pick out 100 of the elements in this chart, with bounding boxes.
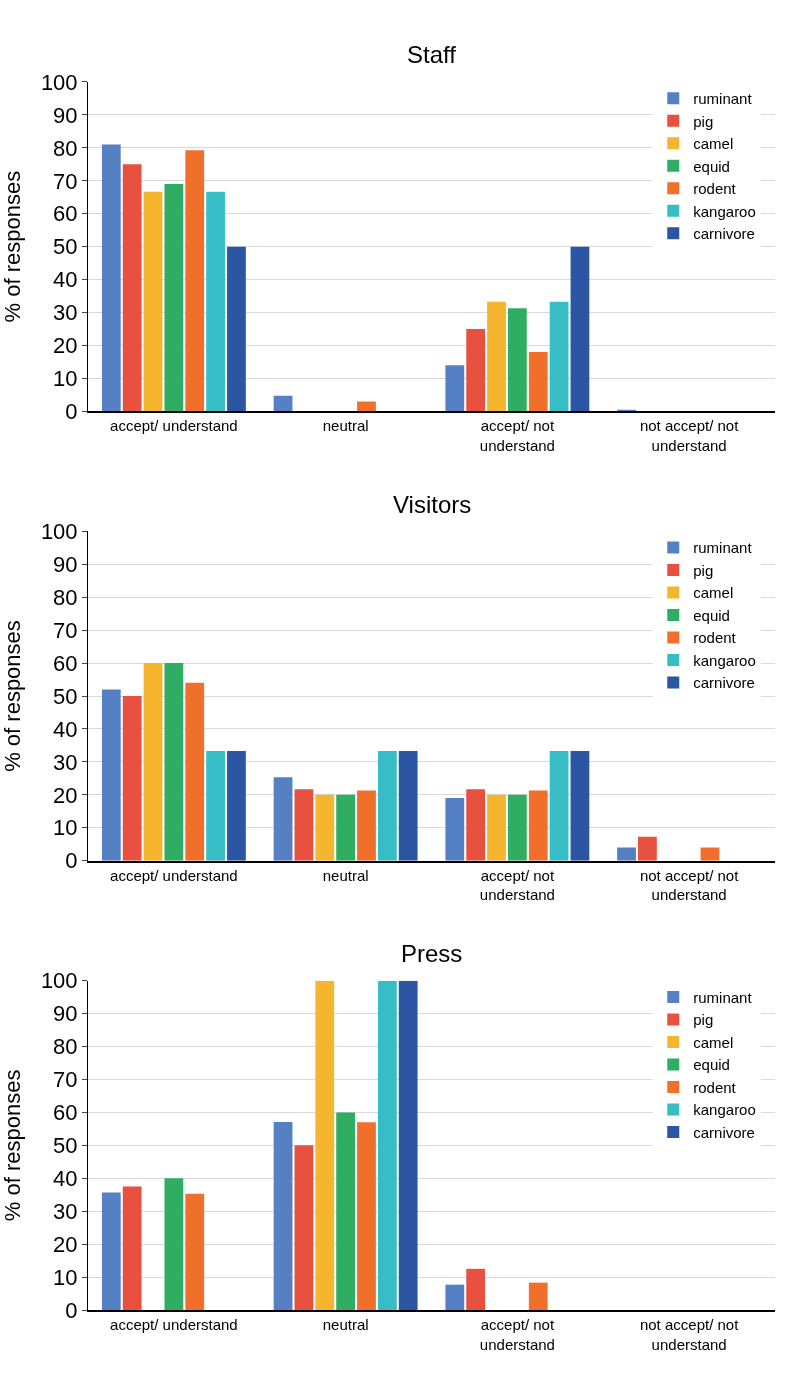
legend-label: ruminant: [693, 539, 753, 557]
bar: [227, 751, 246, 861]
y-tick-label: 20: [53, 782, 78, 808]
bar: [315, 980, 335, 1310]
bar: [336, 1112, 356, 1310]
x-tick-label: not accept/ not understand: [639, 866, 740, 904]
bar: [294, 1145, 314, 1310]
bar: [617, 847, 636, 861]
y-tick-label: 70: [53, 617, 78, 643]
chart-title: Visitors: [393, 491, 472, 518]
bar: [122, 164, 142, 412]
bar: [466, 1268, 486, 1310]
legend-label: camel: [693, 135, 734, 153]
bar: [357, 790, 376, 861]
legend-label: equid: [693, 606, 730, 624]
x-tick-label: accept/ understand: [110, 417, 238, 435]
bar: [570, 751, 590, 861]
x-tick-label: accept/ not understand: [479, 417, 555, 454]
bar: [528, 1282, 548, 1310]
bar: [206, 191, 225, 412]
bar: [549, 751, 569, 861]
chart-title: Press: [401, 940, 463, 967]
bar: [549, 301, 569, 412]
y-tick-label: 30: [53, 1198, 78, 1224]
y-tick-label: 10: [53, 815, 78, 841]
bar: [294, 789, 314, 861]
y-tick-label: 80: [53, 1034, 78, 1060]
y-tick-label: 10: [53, 1264, 78, 1290]
legend-label: pig: [693, 112, 714, 130]
y-tick-label: 0: [65, 1297, 78, 1323]
bar: [227, 246, 246, 412]
bar: [570, 246, 590, 412]
bar: [377, 751, 397, 861]
y-tick-label: 50: [53, 1133, 78, 1159]
y-tick-label: 60: [53, 201, 78, 227]
legend-label: rodent: [693, 1078, 737, 1096]
bar: [315, 794, 335, 861]
y-tick-label: 30: [53, 749, 78, 775]
bar: [185, 150, 205, 412]
legend-label: carnivore: [693, 674, 755, 692]
legend-label: rodent: [693, 180, 737, 198]
legend-label: ruminant: [693, 988, 753, 1006]
x-tick-label: not accept/ not understand: [639, 417, 740, 454]
legend-label: pig: [693, 1011, 714, 1029]
bar: [466, 329, 486, 412]
bar: [273, 1121, 293, 1310]
legend-label: carnivore: [693, 1123, 755, 1141]
legend-label: carnivore: [693, 225, 755, 243]
y-tick-label: 40: [53, 1165, 78, 1191]
x-tick-label: accept/ not understand: [479, 866, 555, 904]
bar: [164, 1178, 184, 1310]
y-tick-label: 80: [53, 584, 78, 610]
bar: [528, 790, 548, 861]
bar: [143, 191, 163, 412]
x-tick-label: not accept/ not understand: [639, 1316, 740, 1353]
legend-label: camel: [693, 584, 734, 602]
y-tick-label: 40: [53, 267, 78, 293]
y-tick-label: 100: [40, 519, 78, 545]
y-tick-label: 90: [53, 551, 78, 577]
bar: [206, 751, 225, 861]
y-tick-label: 60: [53, 1100, 78, 1126]
y-tick-label: 100: [40, 968, 78, 994]
x-tick-label: accept/ understand: [110, 1316, 238, 1333]
legend-label: kangaroo: [693, 1101, 756, 1119]
legend-label: equid: [693, 1056, 730, 1074]
bar: [507, 308, 527, 412]
y-tick-label: 50: [53, 234, 78, 260]
y-tick-label: 90: [53, 1001, 78, 1027]
bar: [445, 1284, 465, 1310]
y-tick-label: 80: [53, 135, 78, 161]
y-tick-label: 50: [53, 683, 78, 709]
bar: [122, 696, 142, 861]
y-tick-label: 40: [53, 716, 78, 742]
legend-label: pig: [693, 561, 714, 579]
bar: [143, 663, 163, 861]
bar: [273, 395, 293, 412]
legend-label: ruminant: [693, 90, 753, 108]
y-tick-label: 20: [53, 333, 78, 359]
y-tick-label: 0: [65, 848, 78, 874]
bar: [445, 365, 465, 412]
y-tick-label: 10: [53, 366, 78, 392]
x-tick-label: neutral: [322, 1316, 369, 1333]
bar: [357, 401, 376, 412]
x-tick-label: accept/ not understand: [479, 1316, 555, 1353]
y-tick-label: 20: [53, 1231, 78, 1257]
bar: [101, 144, 121, 412]
x-tick-label: accept/ understand: [110, 866, 238, 884]
x-tick-label: neutral: [322, 866, 369, 884]
bar: [487, 301, 506, 412]
bar: [638, 836, 657, 861]
bar: [357, 1122, 376, 1310]
legend-label: kangaroo: [693, 202, 756, 220]
x-tick-label: neutral: [322, 417, 369, 435]
y-tick-label: 90: [53, 102, 78, 128]
legend-label: camel: [693, 1033, 734, 1051]
bar: [377, 980, 397, 1310]
y-axis-title: % of responses: [0, 620, 25, 772]
bar: [466, 789, 486, 861]
bar: [398, 751, 418, 861]
bar: [336, 794, 356, 861]
